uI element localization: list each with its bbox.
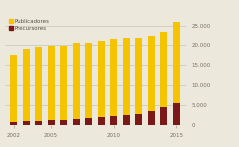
Bar	[10, 122, 17, 125]
Bar	[35, 47, 42, 125]
Bar	[123, 38, 130, 125]
Bar	[98, 41, 105, 125]
Bar	[23, 121, 30, 125]
Bar	[135, 114, 142, 125]
Bar	[98, 117, 105, 125]
Bar	[135, 37, 142, 125]
Bar	[160, 32, 167, 125]
Bar	[173, 103, 180, 125]
Bar	[73, 44, 80, 125]
Bar	[60, 46, 67, 125]
Bar	[110, 116, 117, 125]
Bar	[35, 121, 42, 125]
Bar	[73, 119, 80, 125]
Bar	[85, 118, 92, 125]
Bar	[48, 120, 54, 125]
Bar	[160, 107, 167, 125]
Bar	[123, 115, 130, 125]
Bar	[148, 36, 155, 125]
Bar	[110, 40, 117, 125]
Bar	[85, 43, 92, 125]
Bar	[173, 22, 180, 125]
Bar	[60, 120, 67, 125]
Legend: Publicadores, Precursores: Publicadores, Precursores	[8, 18, 51, 32]
Bar	[148, 111, 155, 125]
Bar	[10, 55, 17, 125]
Bar	[48, 46, 54, 125]
Bar	[23, 49, 30, 125]
